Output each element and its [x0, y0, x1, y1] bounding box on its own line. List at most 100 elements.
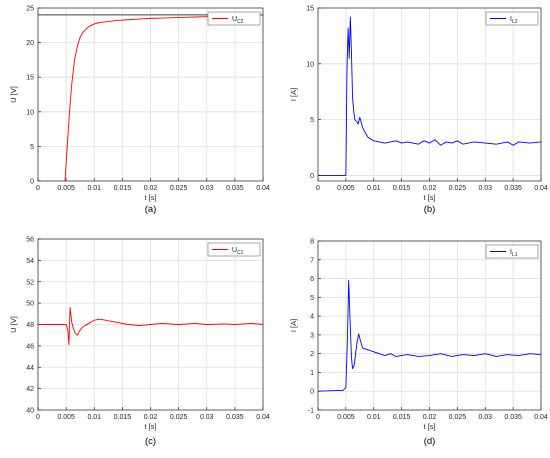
x-axis-label: t [s] — [144, 193, 156, 202]
x-tick-label: 0.04 — [256, 414, 270, 421]
y-tick-label: 5 — [310, 117, 314, 124]
series-line-a — [64, 15, 227, 182]
y-tick-label: 54 — [26, 258, 34, 265]
panel-caption: (c) — [145, 436, 156, 447]
x-tick-label: 0.035 — [226, 185, 244, 192]
axes-frame — [317, 240, 542, 411]
x-tick-label: 0.04 — [256, 185, 270, 192]
chart-panel-c: 0 0.005 0.01 0.015 0.02 0.025 0.03 0.035 0.04 40 4… — [9, 237, 270, 448]
y-tick-label: 44 — [26, 365, 34, 372]
x-tick-label: 0.02 — [423, 414, 437, 421]
x-tick-label: 0.025 — [449, 185, 467, 192]
chart-panel-b: 0 0.005 0.01 0.015 0.02 0.025 0.03 0.035 0.04 0 5 1… — [289, 6, 548, 216]
x-tick-label: 0.04 — [534, 414, 548, 421]
x-tick-label: 0.025 — [170, 185, 188, 192]
legend-label-main: U — [232, 16, 237, 23]
y-tick-label: 52 — [26, 279, 34, 286]
legend: IL1 — [485, 244, 539, 259]
legend-label-main: U — [232, 247, 237, 254]
x-tick-label: 0.01 — [367, 414, 381, 421]
legend-label: IL2 — [510, 16, 518, 25]
x-axis-label: t [s] — [423, 193, 435, 202]
x-tick-label: 0.035 — [504, 414, 522, 421]
y-tick-label: -1 — [308, 408, 314, 415]
x-tick-label: 0.03 — [200, 414, 214, 421]
y-tick-label: 40 — [26, 408, 34, 415]
legend-label: UC2 — [232, 16, 244, 25]
x-tick-label: 0.015 — [114, 414, 132, 421]
y-tick-label: 5 — [310, 295, 314, 302]
y-tick-label: 15 — [26, 75, 34, 82]
y-tick-label: 42 — [26, 386, 34, 393]
panel-caption: (a) — [145, 204, 157, 215]
y-tick-label: 10 — [306, 61, 314, 68]
x-tick-label: 0.005 — [337, 414, 355, 421]
panel-caption: (b) — [424, 204, 436, 215]
legend-box — [485, 244, 539, 259]
y-tick-label: 20 — [26, 40, 34, 47]
x-tick-label: 0.015 — [393, 414, 411, 421]
axes-frame — [37, 7, 264, 182]
chart-panel-a: 0 0.005 0.01 0.015 0.02 0.025 0.03 0.035 0.04 0 5 1… — [9, 6, 270, 216]
series-line-c — [38, 306, 264, 346]
y-tick-label: 10 — [26, 109, 34, 116]
legend-label-sub: L2 — [512, 19, 518, 25]
x-tick-label: 0.005 — [337, 185, 355, 192]
legend: IL2 — [485, 11, 539, 26]
x-tick-label: 0.025 — [449, 414, 467, 421]
legend-label-sub: C2 — [237, 19, 244, 25]
x-tick-label: 0.01 — [367, 185, 381, 192]
x-tick-label: 0.03 — [478, 414, 492, 421]
x-tick-label: 0 — [316, 414, 320, 421]
x-tick-label: 0.015 — [114, 185, 132, 192]
x-tick-label: 0.005 — [57, 185, 75, 192]
legend-label-main: I — [510, 249, 512, 256]
x-tick-label: 0.02 — [423, 185, 437, 192]
y-tick-label: 6 — [310, 276, 314, 283]
x-tick-label: 0.015 — [393, 185, 411, 192]
series-line-d — [317, 279, 542, 392]
x-axis-label: t [s] — [144, 422, 156, 431]
axes-frame — [37, 238, 264, 411]
y-tick-label: 4 — [310, 314, 314, 321]
x-tick-label: 0.04 — [534, 185, 548, 192]
chart-panel-d: 0 0.005 0.01 0.015 0.02 0.025 0.03 0.035 0.04-10… — [289, 239, 548, 448]
legend-box — [207, 11, 261, 26]
legend-label-sub: C1 — [237, 250, 244, 256]
y-tick-label: 2 — [310, 351, 314, 358]
y-tick-label: 0 — [310, 173, 314, 180]
y-tick-label: 0 — [310, 389, 314, 396]
y-tick-label: 0 — [30, 179, 34, 186]
y-axis-label: U [V] — [9, 316, 18, 333]
x-tick-label: 0.02 — [144, 414, 158, 421]
x-tick-label: 0.01 — [87, 185, 101, 192]
panel-caption: (d) — [424, 436, 436, 447]
y-tick-label: 50 — [26, 301, 34, 308]
axes-frame — [317, 7, 542, 182]
legend-label: UC1 — [232, 247, 244, 256]
y-tick-label: 5 — [30, 144, 34, 151]
y-tick-label: 15 — [306, 6, 314, 13]
x-tick-label: 0.035 — [504, 185, 522, 192]
y-axis-label: I [A] — [289, 319, 298, 332]
legend: UC1 — [207, 242, 261, 257]
legend-label-main: I — [510, 16, 512, 23]
x-tick-label: 0.025 — [170, 414, 188, 421]
y-tick-label: 1 — [310, 370, 314, 377]
y-axis-label: I [A] — [289, 88, 298, 101]
x-tick-label: 0 — [36, 414, 40, 421]
legend-label: IL1 — [510, 249, 518, 258]
x-tick-label: 0.03 — [478, 185, 492, 192]
y-tick-label: 7 — [310, 257, 314, 264]
y-axis-label: U [V] — [9, 86, 18, 103]
x-tick-label: 0 — [316, 185, 320, 192]
x-tick-label: 0.01 — [87, 414, 101, 421]
legend: UC2 — [207, 11, 261, 26]
y-tick-label: 56 — [26, 237, 34, 244]
y-tick-label: 48 — [26, 322, 34, 329]
y-tick-label: 3 — [310, 332, 314, 339]
y-tick-label: 8 — [310, 239, 314, 246]
legend-box — [207, 242, 261, 257]
